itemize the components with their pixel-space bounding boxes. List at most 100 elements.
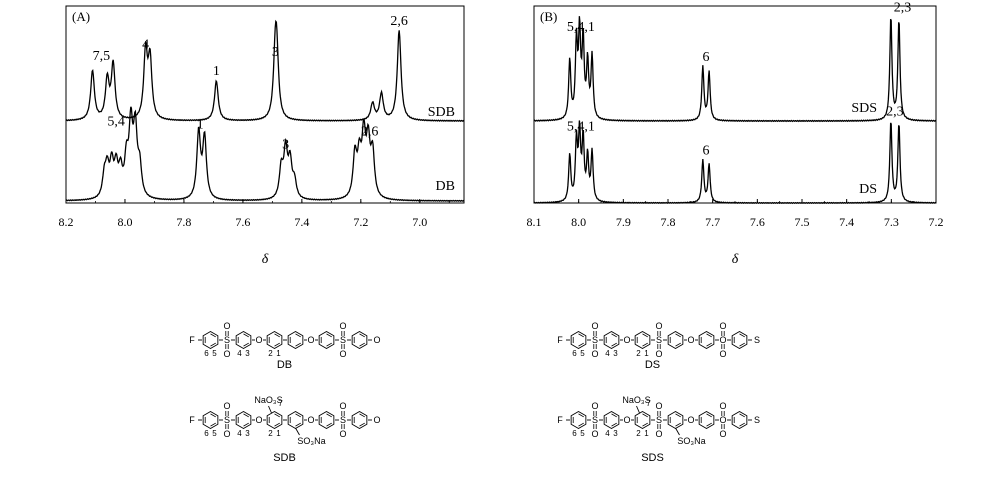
aromatic-bond — [210, 333, 217, 338]
benzene-ring — [287, 330, 304, 350]
atom-label: S — [656, 335, 662, 345]
aromatic-bond — [295, 422, 302, 427]
atom-label: S — [656, 415, 662, 425]
aromatic-bond — [642, 413, 649, 418]
peak-label: 6 — [702, 144, 709, 159]
aromatic-bond — [274, 342, 281, 347]
peak-label: 2,6 — [390, 14, 408, 29]
position-number: 2 — [636, 349, 641, 358]
aromatic-bond — [326, 342, 333, 347]
aromatic-bond — [295, 413, 302, 418]
x-tick-label: 7.3 — [884, 215, 899, 229]
benzene-ring — [698, 410, 715, 430]
x-tick-label: 7.4 — [839, 215, 854, 229]
aromatic-bond — [210, 342, 217, 347]
peak-label: 6 — [702, 50, 709, 65]
aromatic-bond — [739, 342, 746, 347]
position-number: 5 — [212, 429, 217, 438]
atom-label: O — [339, 429, 346, 439]
atom-label: O — [223, 401, 230, 411]
nmr-panel-a: (A) 8.2 8.0 7.8 7.6 7.4 7.2 7.0 SDB 7,5 4 1 3 2,6 DB… — [59, 5, 465, 267]
atom-label: S — [754, 335, 760, 345]
position-number: 2 — [268, 429, 273, 438]
position-number: 3 — [245, 349, 250, 358]
aromatic-bond — [611, 413, 618, 418]
peak-label: 5,4 — [107, 114, 125, 129]
atom-label: O — [591, 321, 598, 331]
atom-label: F — [189, 415, 195, 425]
series-label-ds: DS — [859, 182, 877, 197]
position-number: 3 — [613, 349, 618, 358]
aromatic-bond — [326, 413, 333, 418]
aromatic-bond — [326, 422, 333, 427]
atom-label: S — [224, 335, 230, 345]
sulfonate-group: NaO₃S — [622, 395, 650, 405]
x-tick-label: 7.0 — [412, 215, 427, 229]
aromatic-bond — [359, 413, 366, 418]
panel-label-b: (B) — [540, 9, 557, 24]
position-number: 5 — [580, 429, 585, 438]
atom-label: O — [719, 321, 726, 331]
benzene-ring — [698, 330, 715, 350]
atom-label: O — [591, 401, 598, 411]
peak-label: 3 — [272, 45, 279, 60]
atom-label: O — [307, 335, 314, 345]
atom-label: O — [719, 335, 726, 345]
atom-label: O — [255, 335, 262, 345]
x-tick-label: 7.5 — [795, 215, 810, 229]
position-number: 1 — [644, 429, 649, 438]
peak-label: 1 — [197, 118, 204, 133]
aromatic-bond — [706, 342, 713, 347]
aromatic-bond — [243, 413, 250, 418]
panel-label-a: (A) — [72, 9, 90, 24]
benzene-ring — [634, 410, 651, 430]
benzene-ring — [570, 330, 587, 350]
position-number: 6 — [572, 429, 577, 438]
bond — [636, 405, 640, 414]
aromatic-bond — [274, 333, 281, 338]
x-tick-label: 7.4 — [294, 215, 309, 229]
atom-label: O — [687, 415, 694, 425]
bond — [675, 427, 680, 436]
atom-label: O — [339, 321, 346, 331]
benzene-ring — [266, 330, 283, 350]
aromatic-bond — [359, 333, 366, 338]
benzene-ring — [202, 330, 219, 350]
position-number: 4 — [237, 349, 242, 358]
aromatic-bond — [243, 342, 250, 347]
atom-label: S — [224, 415, 230, 425]
x-axis-a: 8.2 8.0 7.8 7.6 7.4 7.2 7.0 — [59, 199, 450, 229]
atom-label: O — [719, 349, 726, 359]
position-number: 4 — [605, 349, 610, 358]
series-label-db: DB — [436, 179, 455, 194]
aromatic-bond — [675, 333, 682, 338]
atom-label: O — [339, 349, 346, 359]
atom-label: F — [557, 335, 563, 345]
plot-frame-a — [65, 5, 465, 204]
aromatic-bond — [578, 422, 585, 427]
aromatic-bond — [611, 342, 618, 347]
x-tick-label: 7.8 — [176, 215, 191, 229]
benzene-ring — [351, 410, 368, 430]
atom-label: O — [307, 415, 314, 425]
position-number: 6 — [204, 349, 209, 358]
peak-label: 2,3 — [894, 0, 912, 15]
benzene-ring — [235, 330, 252, 350]
atom-label: S — [592, 415, 598, 425]
atom-label: O — [655, 401, 662, 411]
x-axis-b: 8.1 8.0 7.9 7.8 7.7 7.6 7.5 7.4 7.3 7.2 — [527, 199, 944, 229]
position-number: 4 — [237, 429, 242, 438]
atom-label: O — [255, 415, 262, 425]
series-label-sdb: SDB — [428, 105, 455, 120]
structure-name: SDS — [641, 452, 664, 464]
position-number: 1 — [276, 349, 281, 358]
x-tick-label: 8.0 — [117, 215, 132, 229]
aromatic-bond — [210, 413, 217, 418]
position-number: 2 — [636, 429, 641, 438]
x-tick-label: 8.1 — [527, 215, 542, 229]
atom-label: O — [719, 401, 726, 411]
peak-label: 7,5 — [93, 49, 111, 64]
